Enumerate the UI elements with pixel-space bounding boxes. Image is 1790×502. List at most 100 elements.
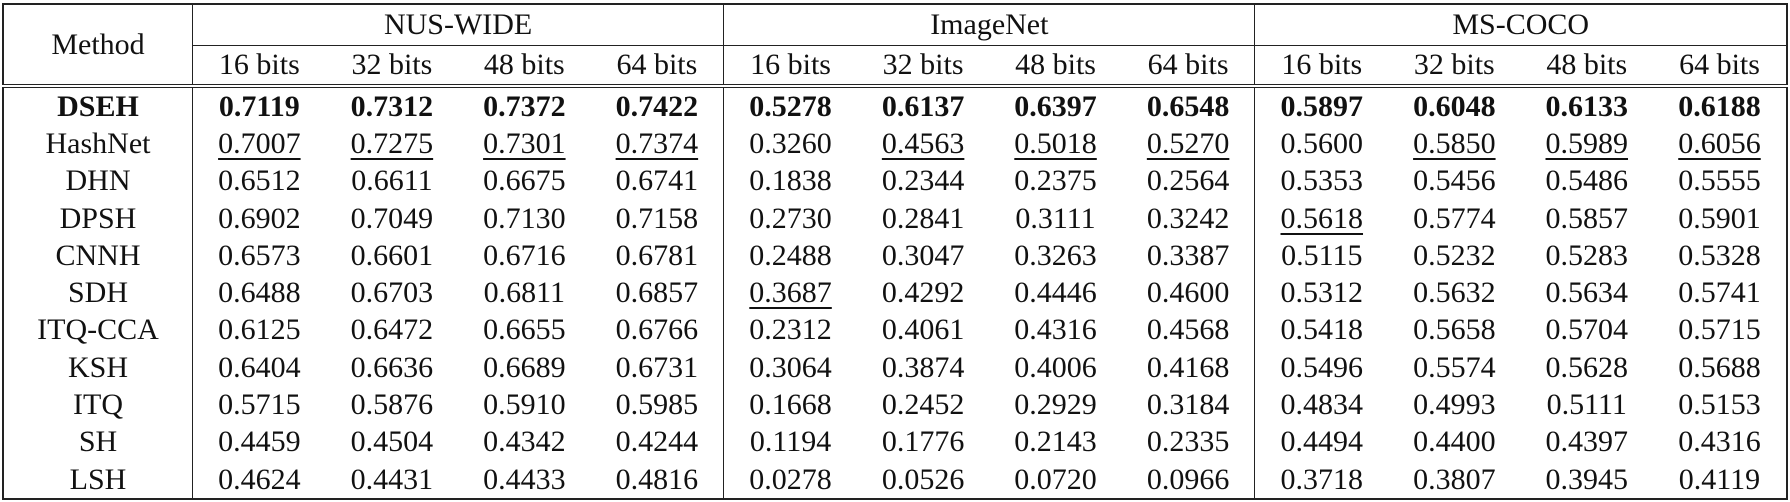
score-cell: 0.7374 (591, 125, 724, 162)
score-cell: 0.6512 (191, 162, 326, 200)
score-value: 0.4624 (218, 462, 301, 496)
score-value: 0.4431 (350, 462, 434, 496)
score-cell: 0.6488 (191, 274, 326, 312)
score-cell: 0.3387 (1122, 237, 1255, 274)
score-cell: 0.4816 (591, 461, 724, 499)
score-cell: 0.5857 (1521, 200, 1653, 237)
score-cell: 0.6573 (191, 237, 326, 275)
score-cell: 0.5018 (989, 125, 1121, 162)
score-value: 0.7312 (350, 89, 434, 123)
score-cell: 0.0720 (989, 461, 1121, 499)
score-value: 0.7130 (483, 201, 566, 235)
score-cell: 0.6902 (191, 199, 326, 238)
bits-header: 16 bits (191, 45, 326, 88)
score-value: 0.5985 (615, 388, 699, 422)
table-row: CNNH 0.6573 0.6601 0.6716 0.6781 0.2488 0.3047… (3, 237, 1787, 275)
score-cell: 0.5456 (1388, 163, 1520, 200)
score-value: 0.6133 (1545, 89, 1629, 123)
score-value: 0.0720 (1014, 462, 1097, 496)
score-value: 0.5715 (218, 388, 301, 422)
score-value: 0.6675 (483, 164, 566, 198)
score-value: 0.5628 (1545, 350, 1629, 384)
score-cell: 0.3184 (1122, 386, 1255, 423)
table-row: DPSH 0.6902 0.7049 0.7130 0.7158 0.2730 0.2841… (3, 199, 1787, 238)
method-name: DPSH (59, 201, 137, 235)
score-value: 0.5774 (1413, 201, 1496, 235)
score-cell: 0.5312 (1254, 274, 1389, 312)
score-value: 0.6056 (1678, 126, 1761, 160)
score-value: 0.5456 (1413, 164, 1496, 198)
score-value: 0.6472 (350, 313, 434, 347)
score-value: 0.3687 (749, 276, 832, 310)
score-value: 0.7119 (218, 89, 300, 123)
method-name: CNNH (55, 238, 141, 272)
score-cell: 0.5850 (1388, 125, 1520, 162)
score-value: 0.3387 (1146, 238, 1230, 272)
bits-header: 64 bits (590, 45, 724, 88)
score-value: 0.4061 (881, 313, 965, 347)
score-cell: 0.4342 (458, 424, 590, 461)
score-cell: 0.5153 (1653, 386, 1787, 423)
score-cell: 0.5270 (1122, 125, 1255, 162)
method-name: KSH (67, 350, 128, 384)
score-value: 0.6781 (615, 238, 699, 272)
score-value: 0.7049 (350, 201, 434, 235)
table-body: DSEH 0.7119 0.7312 0.7372 0.7422 0.5278 0.6137… (3, 86, 1787, 500)
score-cell: 0.4993 (1388, 386, 1520, 423)
score-cell: 0.6655 (458, 312, 590, 349)
score-cell: 0.5634 (1521, 274, 1653, 311)
score-cell: 0.5741 (1653, 274, 1787, 311)
score-value: 0.3184 (1146, 388, 1230, 422)
score-cell: 0.3242 (1122, 200, 1255, 237)
score-value: 0.0278 (749, 462, 832, 496)
score-cell: 0.2564 (1122, 163, 1255, 200)
score-cell: 0.3047 (857, 237, 989, 274)
score-value: 0.6741 (615, 164, 699, 198)
score-value: 0.5328 (1678, 238, 1761, 272)
table-row: DHN 0.6512 0.6611 0.6675 0.6741 0.1838 0.2344 0… (3, 162, 1787, 200)
score-cell: 0.6811 (458, 274, 590, 311)
score-cell: 0.3687 (723, 274, 857, 312)
score-value: 0.5486 (1545, 164, 1629, 198)
dataset-header-row: Method NUS-WIDE ImageNet MS-COCO (3, 4, 1787, 88)
score-cell: 0.2335 (1122, 424, 1255, 461)
score-value: 0.6636 (350, 350, 434, 384)
score-value: 0.5600 (1280, 126, 1364, 160)
score-cell: 0.6766 (591, 312, 724, 349)
method-name: HashNet (45, 126, 151, 160)
method-header: Method (3, 4, 193, 88)
bits-header: 32 bits (325, 45, 459, 88)
bits-header: 48 bits (1520, 45, 1653, 88)
score-cell: 0.6048 (1388, 86, 1520, 125)
score-cell: 0.6857 (591, 274, 724, 311)
score-value: 0.2488 (749, 238, 832, 272)
score-value: 0.2841 (881, 201, 965, 235)
score-cell: 0.6188 (1653, 86, 1787, 125)
score-value: 0.5115 (1281, 238, 1363, 272)
bits-header: 64 bits (1652, 45, 1787, 88)
score-value: 0.6857 (615, 276, 699, 310)
score-cell: 0.4494 (1254, 423, 1389, 461)
score-value: 0.6548 (1146, 89, 1230, 123)
score-cell: 0.3874 (857, 349, 989, 386)
score-cell: 0.4600 (1122, 274, 1255, 311)
score-cell: 0.5715 (1653, 312, 1787, 349)
score-cell: 0.3263 (989, 237, 1121, 274)
score-value: 0.5270 (1146, 126, 1230, 160)
score-cell: 0.5111 (1521, 386, 1653, 423)
score-value: 0.4400 (1413, 425, 1496, 459)
score-value: 0.7422 (615, 89, 699, 123)
score-cell: 0.5715 (191, 386, 326, 424)
score-value: 0.6404 (218, 350, 301, 384)
score-value: 0.2344 (881, 164, 965, 198)
score-cell: 0.6548 (1122, 86, 1255, 125)
score-cell: 0.6056 (1653, 125, 1787, 162)
score-value: 0.7007 (218, 126, 301, 160)
score-value: 0.4816 (615, 462, 699, 496)
score-value: 0.6703 (350, 276, 434, 310)
score-value: 0.5632 (1413, 276, 1496, 310)
table-row: DSEH 0.7119 0.7312 0.7372 0.7422 0.5278 0.6137… (3, 86, 1787, 126)
score-value: 0.4446 (1014, 276, 1097, 310)
score-cell: 0.2375 (989, 163, 1121, 200)
score-value: 0.7374 (615, 126, 699, 160)
